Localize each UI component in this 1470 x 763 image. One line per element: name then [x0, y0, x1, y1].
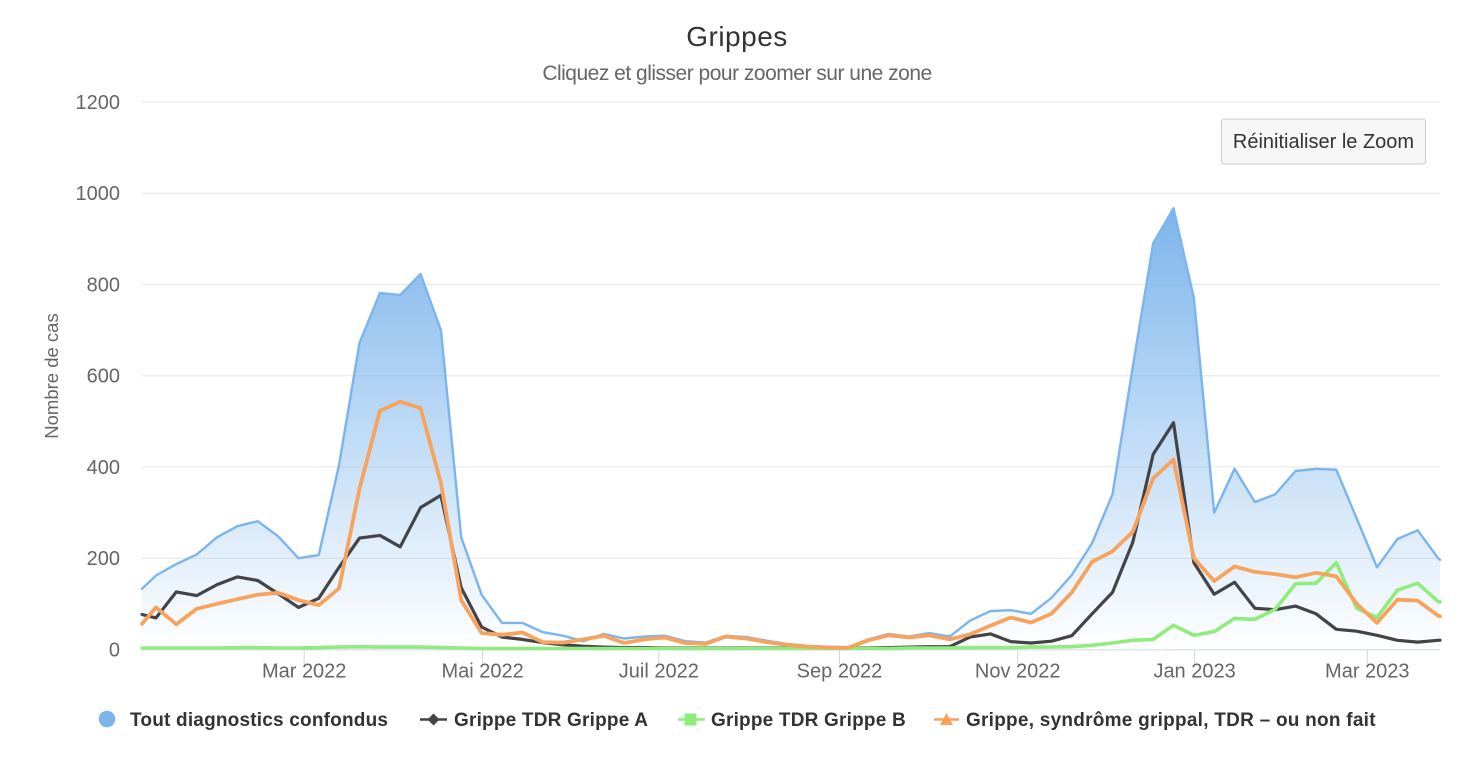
svg-text:1000: 1000: [76, 183, 121, 205]
svg-text:1200: 1200: [76, 92, 121, 114]
svg-text:Sep 2022: Sep 2022: [797, 661, 883, 683]
svg-text:Mar 2023: Mar 2023: [1325, 661, 1410, 683]
svg-text:Grippes: Grippes: [686, 21, 788, 52]
svg-text:Nombre de cas: Nombre de cas: [41, 313, 62, 438]
svg-text:Grippe, syndrôme grippal, TDR: Grippe, syndrôme grippal, TDR – ou non f…: [966, 710, 1376, 731]
svg-text:0: 0: [109, 639, 120, 661]
svg-text:Nov 2022: Nov 2022: [975, 661, 1061, 683]
svg-text:Cliquez et glisser pour zoomer: Cliquez et glisser pour zoomer sur une z…: [542, 62, 931, 85]
svg-text:Grippe TDR Grippe B: Grippe TDR Grippe B: [711, 710, 906, 731]
svg-text:Mar 2022: Mar 2022: [262, 661, 347, 683]
svg-text:400: 400: [87, 457, 120, 479]
svg-text:Juil 2022: Juil 2022: [619, 661, 699, 683]
svg-text:600: 600: [87, 366, 120, 388]
svg-text:800: 800: [87, 275, 120, 297]
svg-text:Jan 2023: Jan 2023: [1153, 661, 1235, 683]
svg-text:Grippe TDR Grippe A: Grippe TDR Grippe A: [454, 710, 648, 731]
svg-text:Mai 2022: Mai 2022: [441, 661, 523, 683]
svg-text:Réinitialiser le Zoom: Réinitialiser le Zoom: [1233, 131, 1414, 153]
svg-text:200: 200: [87, 548, 120, 570]
svg-text:Tout diagnostics confondus: Tout diagnostics confondus: [130, 710, 388, 731]
